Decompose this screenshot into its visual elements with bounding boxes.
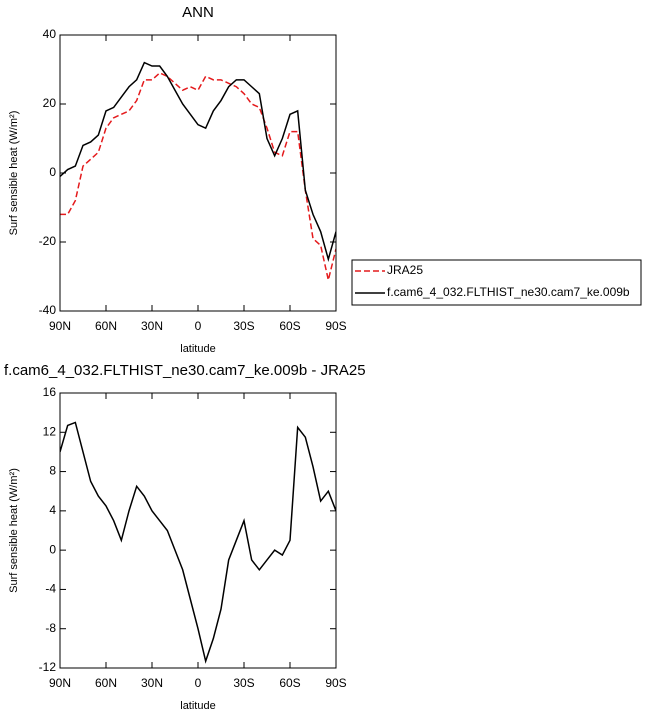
x-tick-label: 90S bbox=[325, 319, 346, 333]
y-tick-label: -20 bbox=[39, 234, 57, 248]
y-axis-label: Surf sensible heat (W/m²) bbox=[8, 111, 20, 236]
plot-frame bbox=[59, 392, 337, 669]
y-tick-label: 0 bbox=[49, 165, 56, 179]
y-tick-label: -40 bbox=[39, 303, 57, 317]
x-tick-label: 90N bbox=[49, 676, 71, 690]
y-tick-label: 0 bbox=[49, 542, 56, 556]
legend-label: f.cam6_4_032.FLTHIST_ne30.cam7_ke.009b bbox=[387, 285, 630, 299]
y-tick-label: 4 bbox=[49, 503, 56, 517]
plot-frame bbox=[59, 34, 337, 312]
y-tick-label: 16 bbox=[43, 385, 57, 399]
y-tick-label: -12 bbox=[39, 660, 57, 674]
legend-box bbox=[351, 259, 642, 306]
x-axis-label: latitude bbox=[180, 700, 215, 712]
x-tick-label: 30S bbox=[233, 319, 254, 333]
x-axis-label: latitude bbox=[180, 343, 215, 355]
x-tick-label: 0 bbox=[195, 319, 202, 333]
x-tick-label: 60S bbox=[279, 676, 300, 690]
data-line bbox=[60, 61, 336, 263]
y-tick-label: -8 bbox=[45, 621, 56, 635]
x-tick-label: 90N bbox=[49, 319, 71, 333]
y-tick-label: 40 bbox=[43, 27, 57, 41]
y-tick-label: 20 bbox=[43, 96, 57, 110]
x-tick-label: 0 bbox=[195, 676, 202, 690]
y-tick-label: -4 bbox=[45, 582, 56, 596]
data-line bbox=[60, 421, 336, 664]
x-tick-label: 60N bbox=[95, 319, 117, 333]
chart-title: ANN bbox=[182, 4, 214, 21]
legend-label: JRA25 bbox=[387, 263, 423, 277]
x-tick-label: 30N bbox=[141, 676, 163, 690]
x-tick-label: 30S bbox=[233, 676, 254, 690]
x-tick-label: 60N bbox=[95, 676, 117, 690]
x-tick-label: 30N bbox=[141, 319, 163, 333]
y-tick-label: 12 bbox=[43, 424, 57, 438]
y-axis-label: Surf sensible heat (W/m²) bbox=[8, 468, 20, 593]
x-tick-label: 60S bbox=[279, 319, 300, 333]
y-tick-label: 8 bbox=[49, 464, 56, 478]
data-line bbox=[60, 72, 336, 281]
x-tick-label: 90S bbox=[325, 676, 346, 690]
chart-title: f.cam6_4_032.FLTHIST_ne30.cam7_ke.009b -… bbox=[4, 362, 366, 379]
